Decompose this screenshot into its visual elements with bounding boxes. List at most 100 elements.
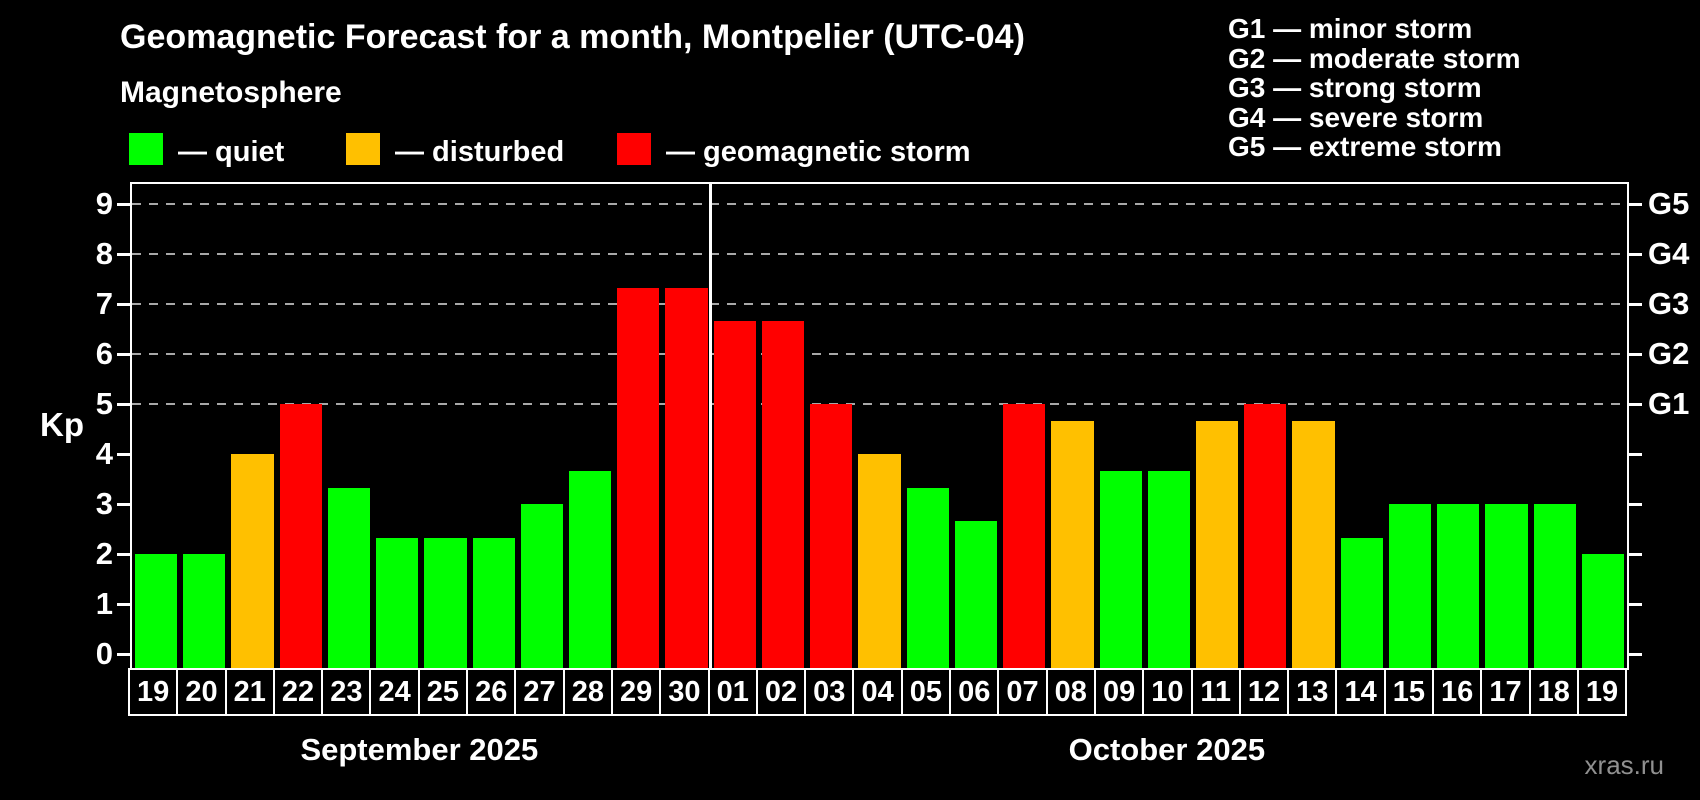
- y-tick-left-1: [117, 602, 130, 606]
- date-cell: 30: [659, 668, 710, 716]
- y-tick-label-0: 0: [95, 636, 113, 671]
- y-tick-label-7: 7: [95, 286, 113, 321]
- date-cell: 14: [1335, 668, 1386, 716]
- kp-bar: [713, 320, 756, 670]
- watermark: xras.ru: [1584, 750, 1664, 780]
- kp-bar: [424, 537, 467, 670]
- kp-bar: [1581, 554, 1624, 670]
- disturbed-legend-swatch: [346, 133, 380, 165]
- kp-bar: [1485, 504, 1528, 670]
- y-tick-right-3: [1629, 502, 1642, 506]
- gridline-kp8: [132, 253, 1627, 255]
- date-cell: 06: [949, 668, 1000, 716]
- gridline-kp9: [132, 203, 1627, 205]
- storm-scale-legend-item: G5 — extreme storm: [1228, 131, 1502, 163]
- y-tick-label-4: 4: [95, 436, 113, 471]
- kp-bar: [279, 404, 322, 670]
- date-cell: 26: [466, 668, 517, 716]
- y-tick-left-6: [117, 352, 130, 356]
- kp-bar: [135, 554, 178, 670]
- kp-bar: [1051, 420, 1094, 670]
- kp-bar: [1099, 470, 1142, 670]
- storm-scale-legend: G1 — minor storm G2 — moderate storm G3 — …: [1228, 14, 1521, 162]
- date-cell: 15: [1383, 668, 1435, 716]
- y-tick-left-4: [117, 452, 130, 456]
- kp-bar: [1533, 504, 1576, 670]
- date-cell: 19: [128, 668, 179, 716]
- date-cell: 11: [1190, 668, 1241, 716]
- kp-bar: [520, 504, 564, 670]
- y-tick-label-3: 3: [95, 486, 113, 521]
- kp-bar: [327, 487, 371, 670]
- kp-bar: [376, 537, 419, 670]
- kp-bar: [761, 320, 805, 670]
- y-tick-right-0: [1629, 652, 1642, 656]
- disturbed-legend-label: — disturbed: [395, 136, 565, 168]
- date-cell: 23: [321, 668, 372, 716]
- date-cell: 02: [755, 668, 807, 716]
- y-tick-left-3: [117, 502, 130, 506]
- date-cell: 28: [562, 668, 613, 716]
- date-cell: 01: [707, 668, 758, 716]
- kp-bar: [1388, 504, 1432, 670]
- gridline-kp5: [132, 403, 1627, 405]
- y-tick-right-7: [1629, 302, 1642, 306]
- kp-bar: [954, 520, 998, 670]
- kp-bar: [1195, 420, 1239, 670]
- storm-scale-legend-item: G1 — minor storm: [1228, 13, 1473, 44]
- date-cell: 16: [1432, 668, 1483, 716]
- y-tick-label-2: 2: [95, 536, 113, 571]
- kp-bar: [231, 454, 274, 670]
- date-cell: 18: [1528, 668, 1579, 716]
- y-tick-left-9: [117, 202, 130, 206]
- y-tick-right-8: [1629, 252, 1642, 256]
- date-cell: 07: [997, 668, 1048, 716]
- g-scale-label-g5: G5: [1648, 186, 1690, 221]
- date-cell: 21: [224, 668, 275, 716]
- g-scale-label-g1: G1: [1648, 386, 1690, 421]
- y-tick-right-5: [1629, 402, 1642, 406]
- kp-bar: [858, 454, 901, 670]
- date-cell: 12: [1238, 668, 1290, 716]
- gridline-kp7: [132, 303, 1627, 305]
- g-scale-label-g4: G4: [1648, 236, 1690, 271]
- date-cell: 24: [369, 668, 420, 716]
- y-tick-label-5: 5: [95, 386, 113, 421]
- y-tick-right-4: [1629, 452, 1642, 456]
- kp-bar: [183, 554, 226, 670]
- y-tick-label-9: 9: [95, 186, 113, 221]
- y-tick-left-0: [117, 652, 130, 656]
- quiet-legend-label: — quiet: [178, 136, 285, 168]
- date-cell: 05: [900, 668, 952, 716]
- y-tick-left-8: [117, 252, 130, 256]
- kp-bar: [1437, 504, 1480, 670]
- date-cell: 09: [1093, 668, 1145, 716]
- plot-area: 0 1 2 3 4 5 6 7 8 9 G1 G2 G3 G4 G5: [96, 182, 1689, 671]
- storm-scale-legend-item: G3 — strong storm: [1228, 72, 1482, 104]
- date-cell: 03: [804, 668, 855, 716]
- kp-bar: [906, 487, 949, 670]
- date-cell: 04: [852, 668, 903, 716]
- y-tick-left-7: [117, 302, 130, 306]
- kp-bar: [472, 537, 515, 670]
- y-tick-right-9: [1629, 202, 1642, 206]
- kp-bar: [617, 287, 660, 670]
- kp-bar: [1147, 470, 1190, 670]
- y-tick-label-6: 6: [95, 336, 113, 371]
- kp-bar: [569, 470, 612, 670]
- y-tick-label-1: 1: [95, 586, 113, 621]
- date-cell: 29: [610, 668, 662, 716]
- storm-scale-legend-item: G2 — moderate storm: [1228, 42, 1521, 74]
- date-cell: 13: [1287, 668, 1338, 716]
- date-cell: 22: [272, 668, 324, 716]
- date-cell: 10: [1142, 668, 1193, 716]
- date-cell: 20: [176, 668, 227, 716]
- quiet-legend-swatch: [129, 133, 163, 165]
- storm-legend-swatch: [617, 133, 651, 165]
- y-tick-right-6: [1629, 352, 1642, 356]
- kp-bar: [1003, 404, 1046, 670]
- date-cell: 08: [1045, 668, 1096, 716]
- kp-axis-label: Kp: [40, 406, 84, 443]
- kp-bar: [1244, 404, 1287, 670]
